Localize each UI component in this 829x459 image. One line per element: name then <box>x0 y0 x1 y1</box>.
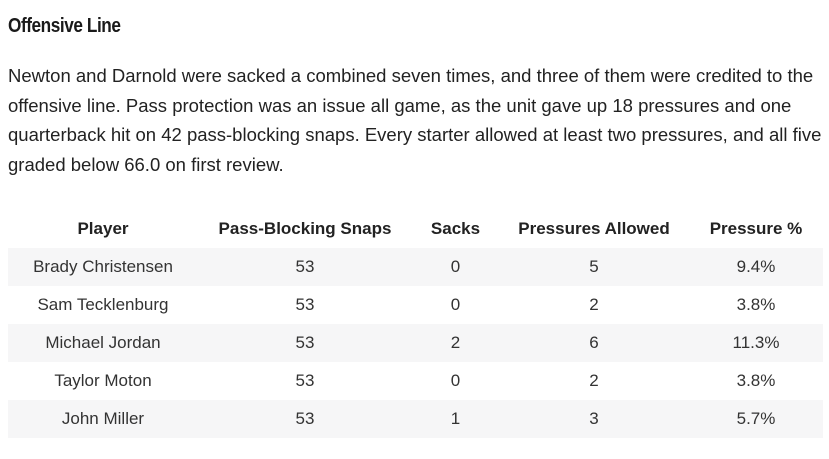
cell-snaps: 53 <box>295 371 315 390</box>
table-row: Brady Christensen 53 0 5 9.4% <box>8 248 823 286</box>
cell-pressure-pct: 11.3% <box>732 333 780 352</box>
cell-player: Taylor Moton <box>54 371 152 390</box>
column-header-snaps: Pass-Blocking Snaps <box>218 219 392 238</box>
column-header-pressure-pct: Pressure % <box>709 219 803 238</box>
cell-sacks: 0 <box>450 371 461 390</box>
cell-pressures: 5 <box>589 257 599 276</box>
cell-player: Sam Tecklenburg <box>37 295 169 314</box>
table-row: John Miller 53 1 3 5.7% <box>8 400 823 438</box>
cell-snaps: 53 <box>295 295 315 314</box>
cell-snaps: 53 <box>295 409 315 428</box>
article-paragraph: Newton and Darnold were sacked a combine… <box>8 65 822 175</box>
cell-pressures: 6 <box>589 333 599 352</box>
table-header-row: Player Pass-Blocking Snaps Sacks Pressur… <box>8 210 823 248</box>
cell-player: John Miller <box>61 409 145 428</box>
cell-sacks: 1 <box>450 409 461 428</box>
section-heading: Offensive Line <box>8 15 121 37</box>
cell-sacks: 2 <box>450 333 461 352</box>
column-header-player: Player <box>77 219 129 238</box>
column-header-sacks: Sacks <box>430 219 481 238</box>
column-header-pressures: Pressures Allowed <box>518 219 670 238</box>
cell-player: Michael Jordan <box>45 333 161 352</box>
table-row: Michael Jordan 53 2 6 11.3% <box>8 324 823 362</box>
cell-snaps: 53 <box>295 257 315 276</box>
cell-pressure-pct: 9.4% <box>736 257 776 276</box>
cell-pressures: 2 <box>589 295 599 314</box>
cell-pressures: 3 <box>589 409 599 428</box>
cell-player: Brady Christensen <box>33 257 173 276</box>
cell-pressure-pct: 3.8% <box>736 371 776 390</box>
pass-blocking-table: Player Pass-Blocking Snaps Sacks Pressur… <box>8 210 823 438</box>
cell-sacks: 0 <box>450 295 461 314</box>
cell-pressure-pct: 3.8% <box>736 295 776 314</box>
cell-snaps: 53 <box>295 333 315 352</box>
cell-sacks: 0 <box>450 257 461 276</box>
table-row: Taylor Moton 53 0 2 3.8% <box>8 362 823 400</box>
cell-pressures: 2 <box>589 371 599 390</box>
table-row: Sam Tecklenburg 53 0 2 3.8% <box>8 286 823 324</box>
cell-pressure-pct: 5.7% <box>736 409 776 428</box>
